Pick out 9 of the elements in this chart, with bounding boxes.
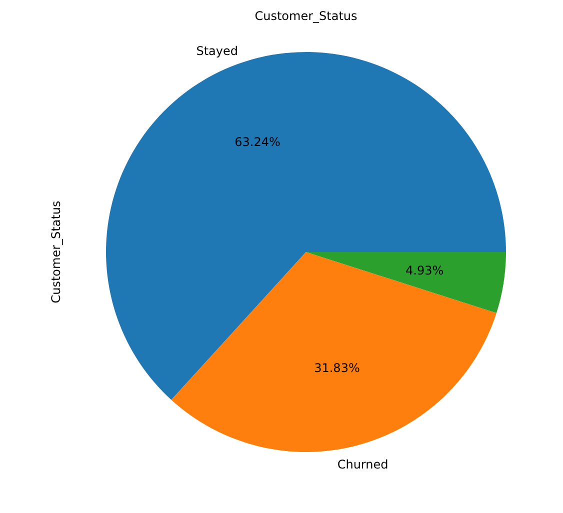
slice-label: Churned	[337, 458, 388, 472]
chart-title: Customer_Status	[254, 9, 358, 23]
data-label: 4.93%	[406, 264, 444, 278]
pie-slice	[306, 252, 506, 313]
text: Customer_Status	[49, 200, 63, 304]
slice-label: Stayed	[196, 44, 238, 58]
data-label: 31.83%	[314, 360, 360, 375]
pie-slice	[171, 252, 496, 452]
data-label: 63.24%	[234, 135, 280, 150]
